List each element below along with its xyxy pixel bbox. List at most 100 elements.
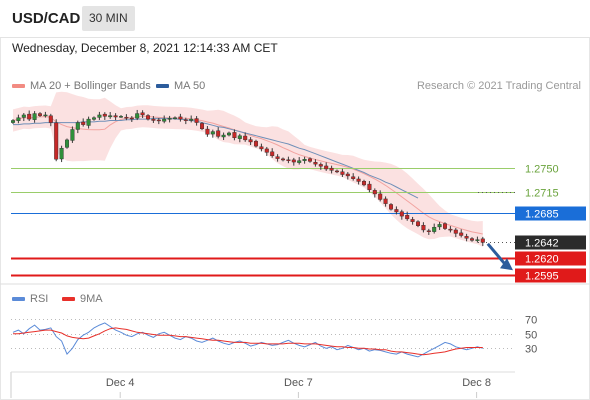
candle-body bbox=[480, 238, 485, 243]
candle-body bbox=[237, 135, 242, 139]
last-price-badge bbox=[515, 235, 586, 250]
candle-body bbox=[113, 115, 118, 118]
level-label-1.2620: 1.2620 bbox=[525, 254, 559, 266]
candle-body bbox=[286, 159, 291, 161]
legend-rsi-label: RSI bbox=[30, 293, 49, 305]
level-label-1.2685: 1.2685 bbox=[525, 209, 559, 221]
candle-body bbox=[443, 223, 448, 229]
candle-body bbox=[459, 232, 464, 236]
legend-ma20: MA 20 + Bollinger Bands bbox=[12, 80, 151, 92]
candle-body bbox=[464, 236, 469, 239]
candle-body bbox=[297, 160, 302, 163]
candle-body bbox=[437, 224, 442, 228]
forecast-arrow-icon bbox=[500, 258, 513, 271]
candle-body bbox=[32, 113, 37, 120]
candle-body bbox=[156, 119, 161, 122]
candle-body bbox=[64, 139, 69, 148]
candle-body bbox=[205, 128, 210, 135]
candle-body bbox=[70, 129, 75, 141]
candle-body bbox=[313, 161, 318, 165]
candle-body bbox=[405, 215, 410, 220]
candle-body bbox=[389, 204, 394, 210]
candle-body bbox=[259, 146, 264, 150]
candle-body bbox=[232, 132, 237, 139]
candle-body bbox=[16, 117, 21, 121]
candle-body bbox=[167, 118, 172, 120]
forecast-arrow-shaft bbox=[486, 242, 508, 267]
candle-body bbox=[102, 113, 107, 117]
copyright-text: Research © 2021 Trading Central bbox=[416, 80, 581, 92]
candle-body bbox=[410, 219, 415, 222]
ma50-line bbox=[13, 117, 419, 199]
legend-ma20-label: MA 20 + Bollinger Bands bbox=[30, 80, 151, 92]
candle-body bbox=[183, 119, 188, 121]
candle-body bbox=[54, 122, 59, 160]
candle-body bbox=[151, 118, 156, 121]
candle-body bbox=[248, 139, 253, 143]
candle-body bbox=[426, 230, 431, 232]
candle-body bbox=[335, 170, 340, 173]
candle-body bbox=[470, 238, 475, 241]
candle-body bbox=[243, 135, 248, 141]
header-bar: USD/CAD 30 MIN bbox=[0, 0, 590, 38]
candle-body bbox=[416, 221, 421, 226]
timeframe-button[interactable]: 30 MIN bbox=[82, 6, 135, 31]
ma20-swatch-icon bbox=[12, 84, 25, 89]
candle-body bbox=[108, 115, 113, 118]
level-badge-1.2620 bbox=[515, 251, 586, 266]
candle-body bbox=[27, 113, 32, 120]
candle-body bbox=[21, 114, 26, 118]
candle-body bbox=[453, 229, 458, 234]
candle-body bbox=[75, 122, 80, 130]
candle-body bbox=[329, 167, 334, 171]
candle-body bbox=[91, 117, 96, 120]
candle-body bbox=[59, 147, 64, 160]
candle-body bbox=[172, 117, 177, 119]
candle-body bbox=[432, 226, 437, 232]
candle-body bbox=[367, 183, 372, 190]
candle-body bbox=[372, 190, 377, 195]
candle-body bbox=[118, 116, 123, 118]
candle-body bbox=[275, 156, 280, 159]
candle-body bbox=[399, 211, 404, 217]
candle-body bbox=[221, 134, 226, 138]
candle-body bbox=[351, 176, 356, 179]
candle-body bbox=[281, 158, 286, 161]
candle-body bbox=[43, 114, 48, 117]
legend-rsi: RSI bbox=[12, 293, 48, 305]
candle-body bbox=[38, 113, 43, 116]
rsi-ma9-line bbox=[13, 327, 483, 356]
last-price-label: 1.2642 bbox=[525, 238, 559, 250]
candle-body bbox=[145, 115, 150, 120]
candle-body bbox=[475, 239, 480, 241]
rsi-tick-70: 70 bbox=[525, 315, 537, 327]
ma9-swatch-icon bbox=[62, 297, 75, 302]
chart-datetime: Wednesday, December 8, 2021 12:14:33 AM … bbox=[12, 41, 278, 55]
candle-body bbox=[124, 116, 129, 119]
candle-body bbox=[356, 178, 361, 182]
candle-body bbox=[81, 121, 86, 125]
level-label-1.2595: 1.2595 bbox=[525, 271, 559, 283]
candle-body bbox=[324, 165, 329, 170]
level-badge-1.2685 bbox=[515, 206, 586, 221]
candle-body bbox=[48, 115, 53, 123]
candle-body bbox=[86, 118, 91, 126]
x-tick-label: Dec 7 bbox=[284, 377, 313, 389]
ma20-line bbox=[12, 115, 483, 235]
candle-body bbox=[189, 118, 194, 121]
candle-body bbox=[291, 159, 296, 163]
rsi-swatch-icon bbox=[12, 297, 25, 302]
candle-body bbox=[199, 123, 204, 129]
legend-ma9-label: 9MA bbox=[80, 293, 103, 305]
x-tick-label: Dec 4 bbox=[106, 377, 135, 389]
rsi-tick-50: 50 bbox=[525, 330, 537, 342]
candle-body bbox=[362, 180, 367, 186]
candle-body bbox=[264, 148, 269, 153]
ma50-swatch-icon bbox=[156, 84, 169, 89]
candle-body bbox=[97, 114, 102, 118]
legend-ma50: MA 50 bbox=[156, 80, 205, 92]
candle-body bbox=[340, 171, 345, 175]
candle-body bbox=[345, 173, 350, 177]
candle-body bbox=[129, 117, 134, 120]
